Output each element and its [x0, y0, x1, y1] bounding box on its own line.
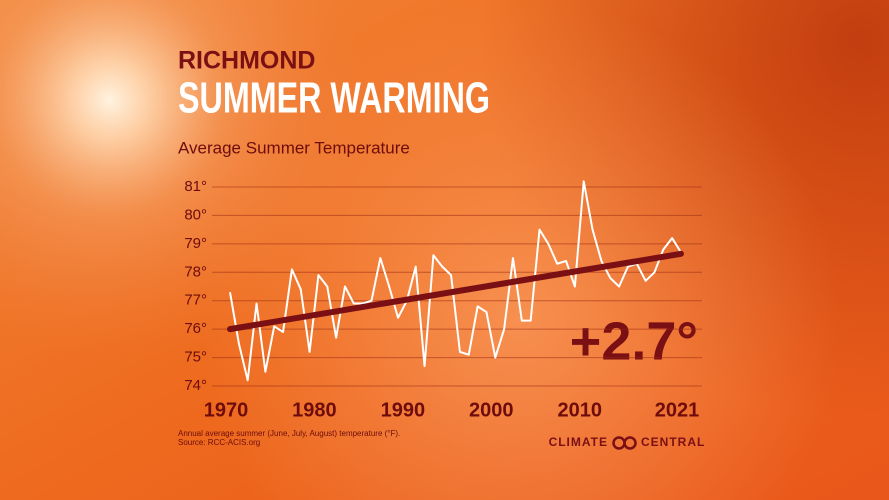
y-tick-label: 78°	[184, 263, 207, 280]
x-tick-label: 2021	[655, 399, 700, 421]
brand: CLIMATE	[549, 435, 608, 449]
y-tick-label: 81°	[184, 178, 207, 195]
footnote: Source: RCC-ACIS.org	[178, 438, 260, 447]
y-tick-label: 77°	[184, 292, 207, 309]
y-tick-label: 79°	[184, 235, 207, 252]
x-tick-label: 2000	[469, 399, 514, 421]
y-tick-label: 80°	[184, 206, 207, 223]
y-tick-label: 76°	[184, 320, 207, 337]
footnote: Annual average summer (June, July, Augus…	[178, 429, 400, 438]
brand: CENTRAL	[641, 435, 705, 449]
kicker: RICHMOND	[178, 47, 316, 75]
annotation: +2.7°	[570, 311, 698, 371]
y-tick-label: 75°	[184, 349, 207, 366]
brand-logo	[612, 436, 637, 450]
x-tick-label: 1990	[381, 399, 426, 421]
chart-subtitle: Average Summer Temperature	[178, 138, 410, 157]
x-tick-label: 1970	[204, 399, 249, 421]
x-tick-label: 1980	[292, 399, 337, 421]
data-line	[229, 180, 682, 382]
trend-line	[227, 250, 684, 333]
x-tick-label: 2010	[557, 399, 602, 421]
y-tick-label: 74°	[184, 377, 207, 394]
chart-title: SUMMER WARMING	[178, 74, 490, 123]
